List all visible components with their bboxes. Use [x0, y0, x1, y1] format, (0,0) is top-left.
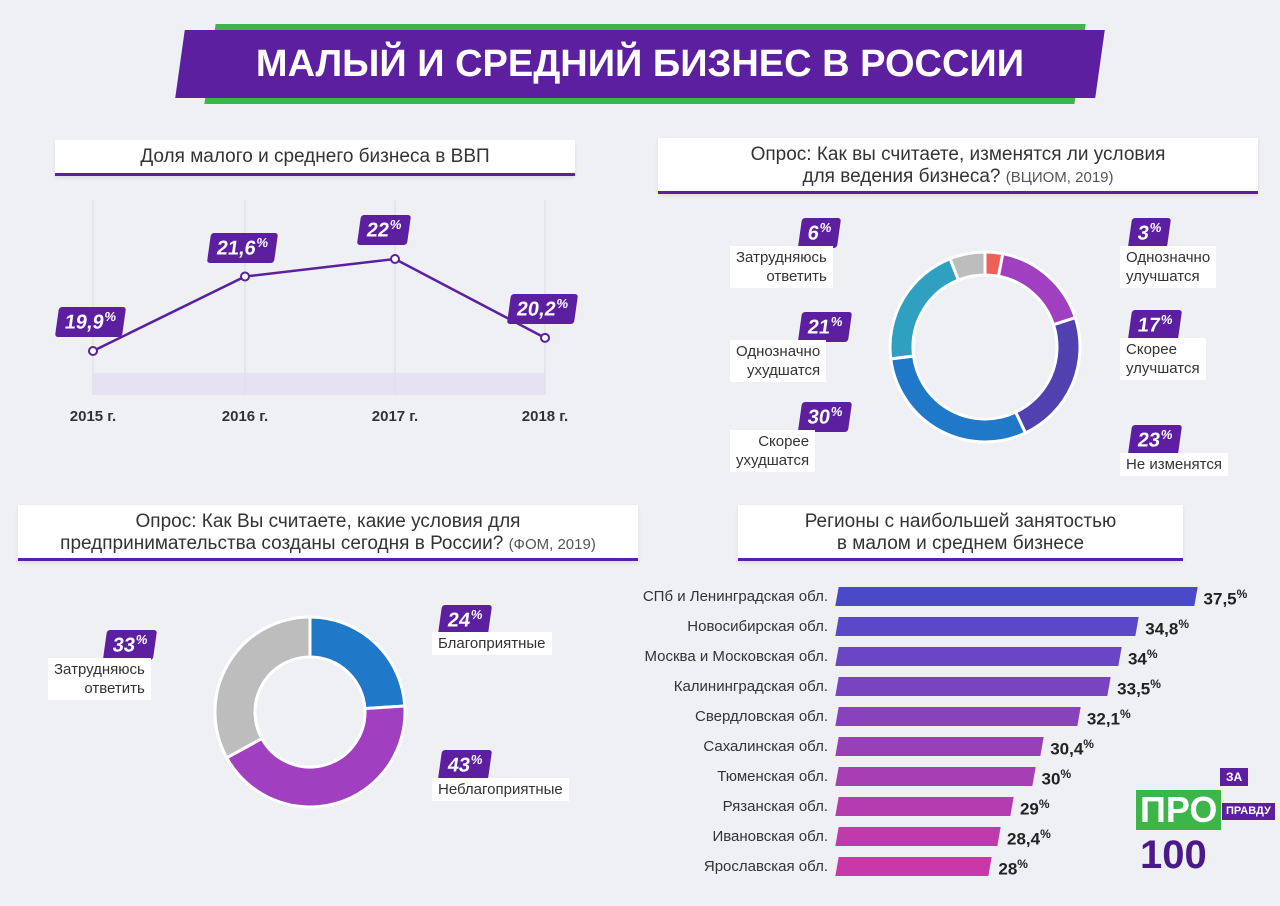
gdp-chart-title: Доля малого и среднего бизнеса в ВВП: [55, 140, 575, 176]
data-label: 43%: [437, 750, 492, 780]
donut-slice: [948, 250, 987, 283]
data-label: 6%: [797, 218, 841, 248]
bar-value-label: 34,8%: [1145, 617, 1189, 639]
logo-text: ПРАВДУ: [1222, 803, 1275, 820]
bar: [835, 677, 1111, 696]
bar: [835, 737, 1044, 756]
x-tick-label: 2018 г.: [522, 408, 568, 425]
bar: [835, 767, 1036, 786]
data-label: 30%: [797, 402, 852, 432]
title-line: в малом и среднем бизнесе: [836, 533, 1085, 554]
x-tick-label: 2015 г.: [70, 408, 116, 425]
bar-category-label: Новосибирская обл.: [687, 618, 828, 635]
bar-value-label: 28%: [998, 857, 1028, 879]
bar-value-label: 32,1%: [1086, 707, 1131, 729]
donut-slice: [1013, 315, 1082, 435]
logo-text: ЗА: [1220, 768, 1249, 786]
slice-label: Неблагоприятные: [432, 778, 569, 801]
bar-value-label: 30,4%: [1050, 737, 1094, 759]
bar-value-label: 33,5%: [1117, 677, 1161, 699]
slice-label: Скорее ухудшатся: [730, 430, 816, 472]
donut-slice: [308, 615, 407, 711]
fom-chart-title: Опрос: Как Вы считаете, какие условия дл…: [18, 505, 638, 561]
x-tick-label: 2017 г.: [372, 408, 418, 425]
data-point: [390, 254, 400, 264]
bar-value-label: 34%: [1127, 647, 1158, 669]
donut-slice: [888, 256, 961, 361]
title-line: Опрос: Как вы считаете, изменятся ли усл…: [750, 144, 1166, 165]
x-tick-label: 2016 г.: [222, 408, 268, 425]
donut-slice: [996, 251, 1078, 327]
bar-category-label: Калининградская обл.: [673, 678, 828, 695]
series-line: [92, 257, 546, 353]
logo-text: 100: [1140, 833, 1207, 877]
gdp-line-chart: 2015 г. 2016 г. 2017 г. 2018 г.: [70, 200, 568, 425]
bar: [835, 617, 1139, 636]
regions-chart-title: Регионы с наибольшей занятостью в малом …: [738, 505, 1183, 561]
data-point: [240, 271, 250, 282]
bar-value-label: 37,5%: [1203, 587, 1248, 609]
title-line: Регионы с наибольшей занятостью: [804, 511, 1117, 532]
bar-category-label: Москва и Московская обл.: [644, 648, 828, 665]
slice-label: Однозначно улучшатся: [1120, 246, 1217, 288]
data-label: 20,2%: [506, 293, 578, 324]
bar: [835, 797, 1014, 816]
bar-category-label: Свердловская обл.: [695, 708, 828, 725]
bar-category-label: Ивановская обл.: [712, 828, 828, 845]
bar-value-label: 30%: [1041, 767, 1072, 789]
source: (ФОМ, 2019): [508, 536, 596, 553]
data-label: 19,9%: [54, 306, 126, 337]
title-banner: МАЛЫЙ И СРЕДНИЙ БИЗНЕС В РОССИИ: [175, 24, 1105, 104]
data-label: 33%: [102, 630, 157, 660]
bar-value-label: 28,4%: [1007, 827, 1051, 849]
vciom-chart-title: Опрос: Как вы считаете, изменятся ли усл…: [658, 138, 1258, 194]
data-label: 22%: [356, 215, 411, 245]
data-point: [88, 345, 98, 356]
data-label: 17%: [1127, 310, 1182, 340]
bar-category-label: Сахалинская обл.: [703, 738, 828, 755]
data-label: 21%: [797, 312, 852, 342]
bar-category-label: Тюменская обл.: [717, 768, 828, 785]
page-title: МАЛЫЙ И СРЕДНИЙ БИЗНЕС В РОССИИ: [255, 43, 1025, 85]
title-line: для ведения бизнеса?: [802, 166, 1001, 187]
title-line: Опрос: Как Вы считаете, какие условия дл…: [135, 511, 521, 532]
data-label: 24%: [437, 605, 492, 635]
bar: [835, 647, 1122, 666]
slice-label: Однозначно ухудшатся: [730, 340, 827, 382]
source: (ВЦИОМ, 2019): [1005, 169, 1114, 186]
logo-text: ПРО: [1136, 790, 1222, 830]
bar-category-label: Рязанская обл.: [722, 798, 828, 815]
data-label: 23%: [1127, 425, 1182, 455]
donut-slice: [224, 704, 407, 809]
data-point: [540, 332, 550, 343]
plot-area: [93, 372, 545, 395]
bar: [835, 827, 1001, 846]
slice-label: Затрудняюсь ответить: [48, 658, 151, 700]
data-label: 3%: [1127, 218, 1171, 248]
bar: [835, 587, 1198, 606]
bar-category-label: СПб и Ленинградская обл.: [642, 588, 828, 605]
bar-value-label: 29%: [1019, 797, 1050, 819]
slice-label: Затрудняюсь ответить: [730, 246, 833, 288]
title-line: предпринимательства созданы сегодня в Ро…: [60, 533, 504, 554]
slice-label: Скорее улучшатся: [1120, 338, 1206, 380]
donut-slice: [213, 615, 312, 760]
slice-label: Не изменятся: [1120, 453, 1228, 476]
bar-category-label: Ярославская обл.: [703, 858, 828, 875]
data-label: 21,6%: [206, 232, 278, 263]
donut-slice: [889, 354, 1028, 444]
bar: [835, 707, 1081, 726]
logo: ЗА ПРО ПРАВДУ 100: [1136, 768, 1276, 880]
slice-label: Благоприятные: [432, 632, 552, 655]
bar: [835, 857, 993, 876]
